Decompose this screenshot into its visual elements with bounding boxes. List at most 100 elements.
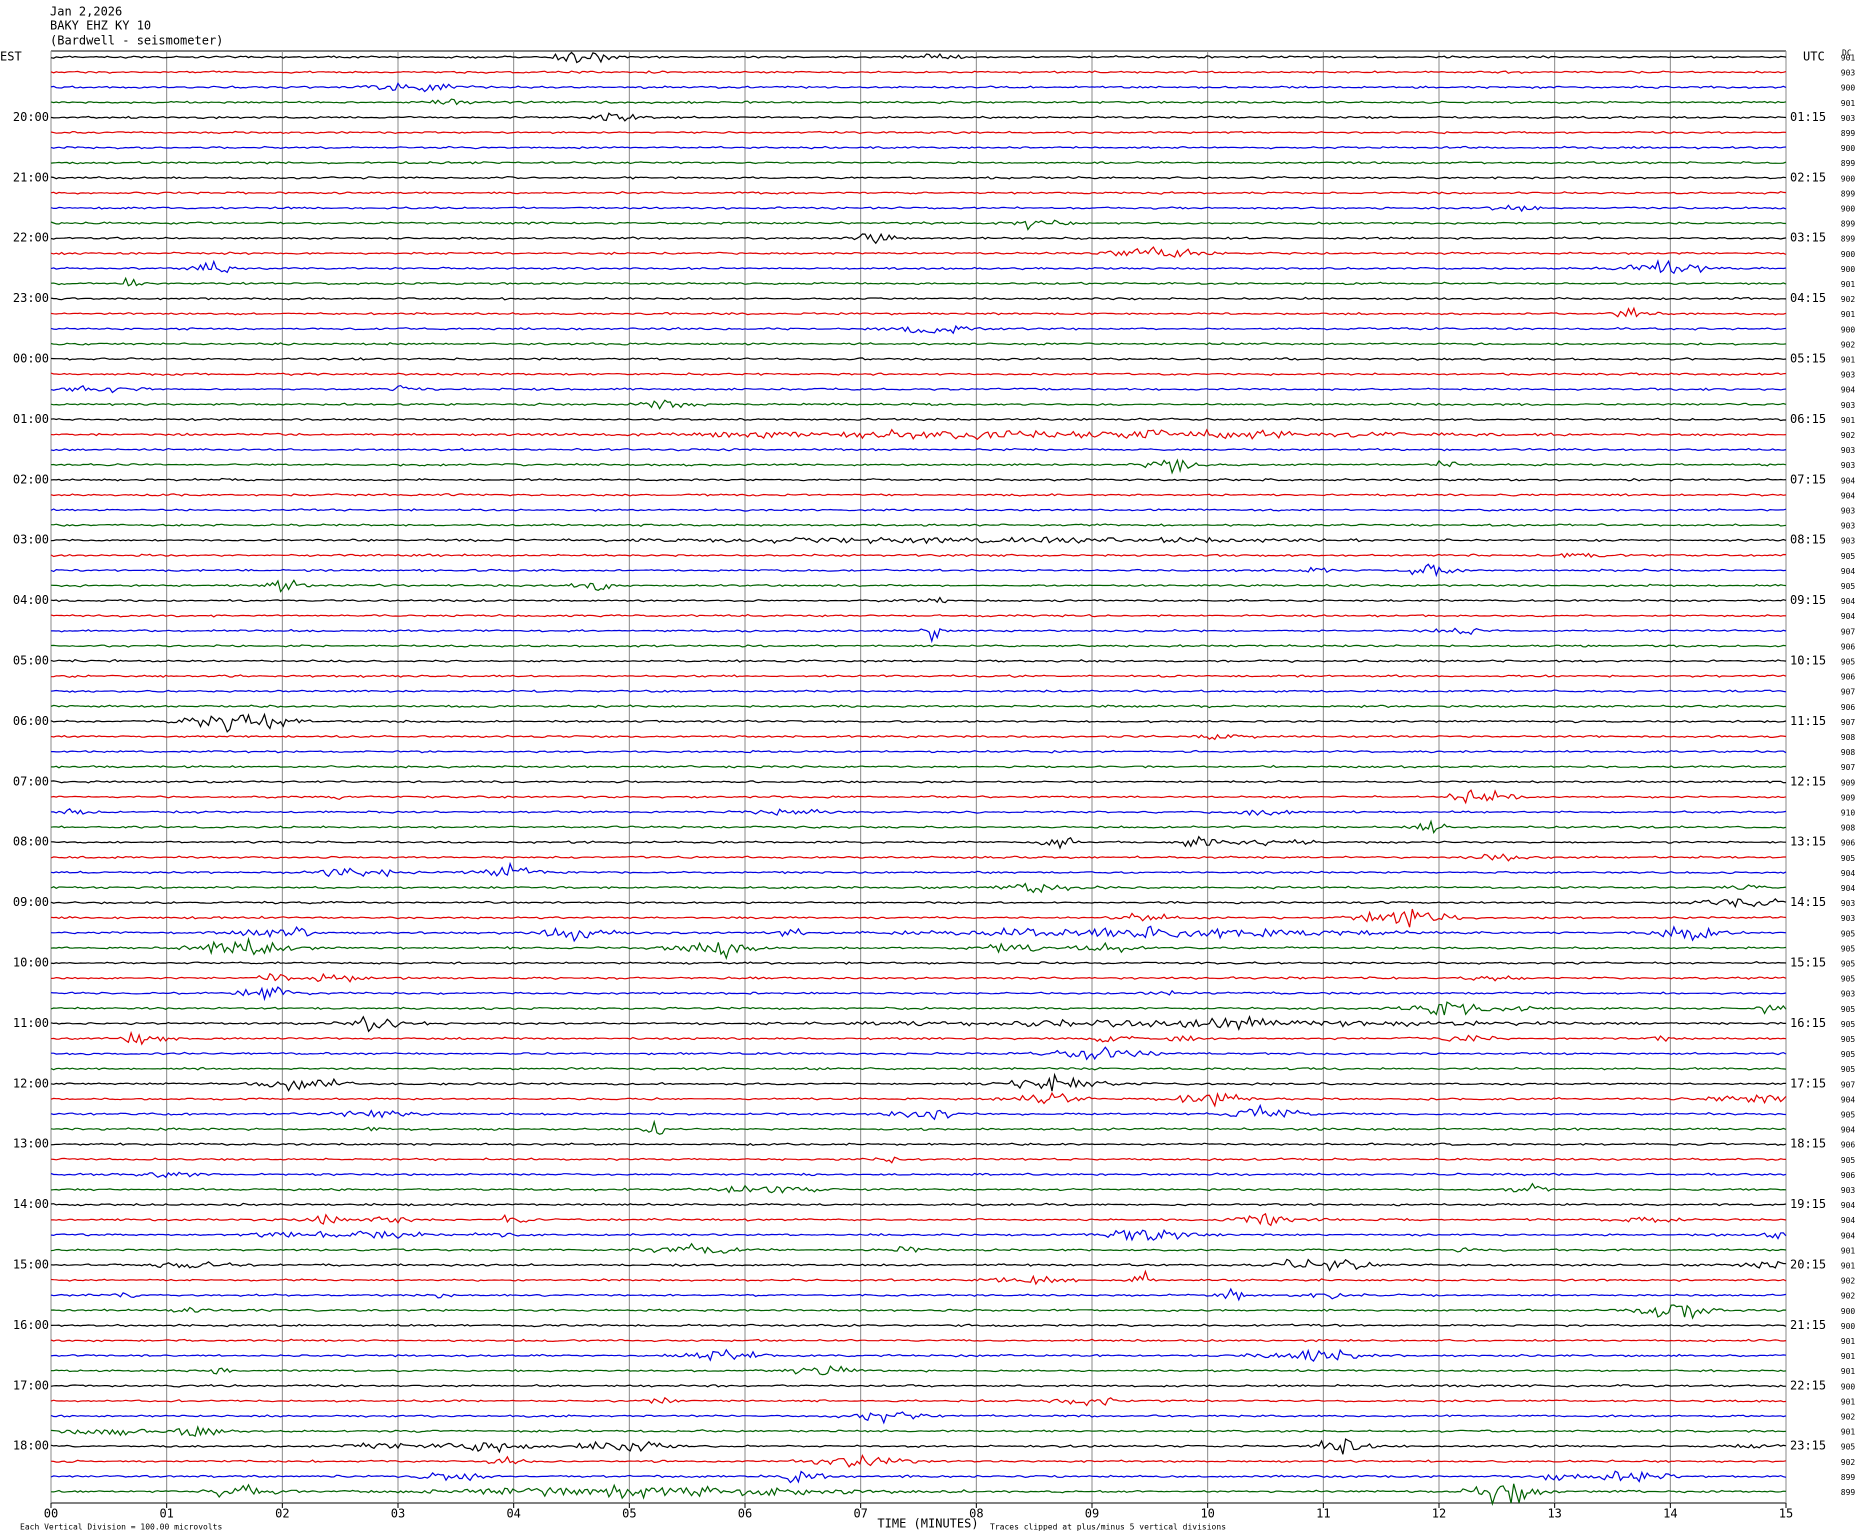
row-mean: 903 — [1841, 507, 1856, 516]
trace — [50, 1304, 1787, 1320]
trace — [51, 1046, 1787, 1061]
row-mean: 903 — [1841, 522, 1856, 531]
trace — [50, 1001, 1787, 1016]
row-mean: 900 — [1841, 250, 1856, 259]
row-mean: 905 — [1841, 960, 1856, 969]
row-mean: 905 — [1841, 1443, 1856, 1452]
row-mean: 904 — [1841, 476, 1856, 485]
right-time-label: 13:15 — [1790, 835, 1826, 849]
trace — [50, 112, 1787, 122]
right-axis-title: UTC — [1803, 50, 1825, 64]
x-tick-label: 12 — [1432, 1507, 1446, 1521]
row-mean: 901 — [1841, 1428, 1856, 1437]
row-mean: 903 — [1841, 461, 1856, 470]
row-mean: 903 — [1841, 371, 1856, 380]
left-time-label: 13:00 — [13, 1137, 49, 1151]
row-mean: 900 — [1841, 265, 1856, 274]
trace — [50, 1030, 1787, 1046]
row-mean: 902 — [1841, 1277, 1856, 1286]
trace — [50, 1348, 1787, 1363]
row-mean: 905 — [1841, 1020, 1856, 1029]
row-mean: 900 — [1841, 1307, 1856, 1316]
trace — [50, 1142, 1787, 1147]
row-mean: 905 — [1841, 658, 1856, 667]
row-mean: 901 — [1841, 1367, 1856, 1376]
trace — [50, 908, 1787, 928]
x-tick-label: 09 — [1085, 1507, 1099, 1521]
row-mean: 907 — [1841, 627, 1856, 636]
right-time-label: 12:15 — [1790, 774, 1826, 788]
trace — [50, 1258, 1787, 1272]
row-mean: 905 — [1841, 1050, 1856, 1059]
row-mean: 903 — [1841, 899, 1856, 908]
trace — [50, 1438, 1787, 1455]
trace — [50, 357, 1787, 361]
trace — [50, 552, 1787, 559]
trace — [50, 579, 1787, 593]
row-mean: 904 — [1841, 1126, 1856, 1135]
right-time-label: 09:15 — [1790, 593, 1826, 607]
left-time-label: 21:00 — [13, 170, 49, 184]
date: Jan 2,2026 — [50, 5, 122, 19]
trace — [50, 428, 1787, 441]
x-tick-label: 14 — [1663, 1507, 1677, 1521]
right-time-label: 14:15 — [1790, 895, 1826, 909]
row-mean: 908 — [1841, 733, 1856, 742]
row-mean: 904 — [1841, 1231, 1856, 1240]
trace — [50, 232, 1787, 245]
x-tick-label: 08 — [969, 1507, 983, 1521]
left-time-label: 02:00 — [13, 472, 49, 486]
row-mean: 905 — [1841, 1035, 1856, 1044]
trace — [50, 1483, 1787, 1506]
trace — [50, 160, 1787, 165]
row-mean: 904 — [1841, 597, 1856, 606]
clip-note: Traces clipped at plus/minus 5 vertical … — [990, 1523, 1226, 1532]
trace — [50, 1212, 1787, 1227]
left-time-label: 07:00 — [13, 774, 49, 788]
trace — [50, 1396, 1787, 1407]
row-mean: 904 — [1841, 386, 1856, 395]
trace — [50, 689, 1787, 694]
right-time-label: 11:15 — [1790, 714, 1826, 728]
trace — [50, 733, 1787, 741]
right-time-label: 19:15 — [1790, 1197, 1826, 1211]
row-mean: 908 — [1841, 748, 1856, 757]
row-mean: 903 — [1841, 446, 1856, 455]
row-mean: 900 — [1841, 174, 1856, 183]
trace — [50, 98, 1787, 106]
trace — [50, 1072, 1787, 1092]
trace — [50, 972, 1787, 983]
trace — [51, 674, 1787, 678]
x-tick-label: 05 — [622, 1507, 636, 1521]
row-mean: 901 — [1841, 280, 1856, 289]
x-tick-label: 15 — [1779, 1507, 1793, 1521]
row-mean: 906 — [1841, 642, 1856, 651]
trace — [50, 853, 1786, 862]
trace — [50, 1338, 1787, 1343]
row-mean: 901 — [1841, 1337, 1856, 1346]
trace — [50, 82, 1787, 93]
row-mean: 899 — [1841, 189, 1856, 198]
trace — [50, 175, 1787, 180]
trace — [50, 704, 1787, 709]
row-mean: 907 — [1841, 688, 1856, 697]
trace — [50, 306, 1787, 318]
row-mean: 903 — [1841, 114, 1856, 123]
row-mean: 905 — [1841, 1111, 1856, 1120]
left-time-label: 09:00 — [13, 895, 49, 909]
row-mean: 899 — [1841, 235, 1856, 244]
trace — [50, 1365, 1787, 1376]
trace — [50, 1411, 1787, 1425]
row-mean: 906 — [1841, 1171, 1856, 1180]
trace — [50, 898, 1787, 909]
right-time-label: 04:15 — [1790, 291, 1826, 305]
trace — [50, 925, 1787, 943]
row-mean: 900 — [1841, 144, 1856, 153]
row-mean: 907 — [1841, 763, 1856, 772]
row-mean: 904 — [1841, 1216, 1856, 1225]
left-time-label: 03:00 — [13, 533, 49, 547]
row-mean: 905 — [1841, 944, 1856, 953]
left-time-label: 17:00 — [13, 1378, 49, 1392]
trace — [50, 219, 1787, 231]
right-time-label: 23:15 — [1790, 1439, 1826, 1453]
